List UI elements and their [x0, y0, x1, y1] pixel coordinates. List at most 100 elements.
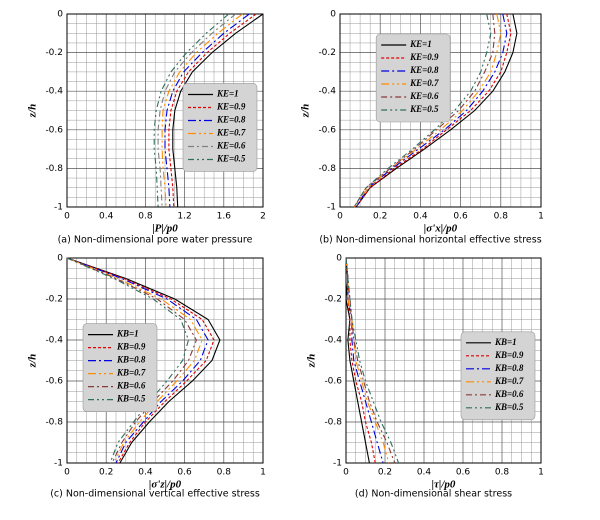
- x-tick-label: 0: [337, 212, 343, 222]
- legend-label: KB=0.6: [494, 389, 524, 399]
- x-tick-label: 0.6: [453, 212, 468, 222]
- x-tick-label: 1: [260, 468, 266, 478]
- x-tick-label: 2: [260, 212, 266, 222]
- y-tick-label: 0: [330, 10, 336, 20]
- series-line: [172, 13, 264, 208]
- y-axis-label: z/h: [300, 104, 312, 118]
- y-tick-label: -0.2: [45, 295, 63, 305]
- y-axis-label: z/h: [306, 354, 318, 368]
- legend-label: KB=0.9: [116, 342, 146, 352]
- x-tick-label: 0.4: [417, 468, 432, 478]
- y-tick-label: -0.2: [324, 295, 342, 305]
- legend-label: KE=0.8: [409, 65, 439, 75]
- y-axis-label: z/h: [27, 354, 39, 368]
- y-tick-label: -0.4: [318, 87, 336, 97]
- y-tick-label: -0.4: [324, 336, 342, 346]
- x-tick-label: 0.2: [373, 212, 387, 222]
- series-line: [345, 257, 390, 464]
- y-tick-label: -0.4: [45, 87, 63, 97]
- legend-label: KE=0.9: [216, 102, 246, 112]
- legend-label: KB=0.5: [116, 394, 146, 404]
- series-line: [161, 13, 243, 208]
- legend-label: KB=0.7: [116, 368, 146, 378]
- legend-label: KE=0.6: [216, 141, 246, 151]
- x-tick-label: 0: [64, 468, 70, 478]
- x-tick-label: 0.4: [138, 468, 153, 478]
- legend-label: KB=0.8: [494, 363, 524, 373]
- panel: 0 0.4 0.8 1.2 1.6 2 0 -0.2 -0.4 -0.6 -0.8 -1 |P|/p0 z…: [27, 10, 266, 246]
- x-tick-label: 0.2: [378, 468, 392, 478]
- y-tick-label: -1: [327, 203, 336, 213]
- series-line: [345, 257, 396, 464]
- series-line: [66, 257, 209, 464]
- legend-label: KB=1: [116, 329, 139, 339]
- legend-box: [182, 83, 258, 172]
- y-tick-label: -1: [333, 459, 342, 469]
- x-tick-label: 1.6: [217, 212, 232, 222]
- legend-box: [82, 323, 158, 412]
- x-tick-label: 0.6: [456, 468, 471, 478]
- caption: (c) Non-dimensional vertical effective s…: [50, 489, 260, 500]
- series-line: [66, 257, 203, 464]
- y-tick-label: -0.8: [45, 164, 63, 174]
- series-line: [345, 257, 400, 464]
- x-axis-label: |σ'z|/p0: [149, 479, 182, 491]
- series-line: [66, 257, 190, 464]
- x-tick-label: 0.4: [99, 212, 114, 222]
- caption: (b) Non-dimensional horizontal effective…: [319, 235, 541, 246]
- x-tick-label: 0.8: [217, 468, 232, 478]
- x-tick-label: 1: [538, 468, 544, 478]
- legend-label: KE=0.7: [409, 78, 439, 88]
- x-tick-label: 0: [64, 212, 70, 222]
- legend-label: KE=0.5: [409, 104, 439, 114]
- x-axis-label: |σ'x|/p0: [424, 223, 458, 235]
- legend-label: KE=0.6: [409, 91, 439, 101]
- series-line: [355, 13, 512, 208]
- series-line: [355, 13, 508, 208]
- y-tick-label: -0.6: [45, 125, 63, 135]
- y-tick-label: -0.6: [45, 377, 63, 387]
- y-tick-label: -0.8: [318, 164, 336, 174]
- legend-box: [460, 331, 536, 421]
- legend-label: KB=0.6: [116, 381, 146, 391]
- y-tick-label: -0.4: [45, 336, 63, 346]
- y-tick-label: -0.8: [324, 418, 342, 428]
- series-line: [168, 13, 257, 208]
- caption: (a) Non-dimensional pore water pressure: [58, 235, 253, 246]
- x-tick-label: 1: [538, 212, 544, 222]
- legend-label: KE=0.8: [216, 115, 246, 125]
- series-line: [345, 257, 384, 464]
- series-line: [355, 13, 518, 208]
- x-axis-label: |P|/p0: [152, 223, 178, 235]
- panel: 0 0.2 0.4 0.6 0.8 1 0 -0.2 -0.4 -0.6 -0.8 -1 |σ'z|/p…: [27, 254, 266, 500]
- x-tick-label: 0.4: [413, 212, 428, 222]
- legend-label: KB=0.8: [116, 355, 146, 365]
- y-tick-label: 0: [336, 254, 342, 264]
- caption: (d) Non-dimensional shear stress: [355, 489, 512, 500]
- y-tick-label: -0.2: [45, 48, 63, 58]
- x-tick-label: 0.8: [138, 212, 153, 222]
- y-tick-label: -0.8: [45, 418, 63, 428]
- panel: 0 0.2 0.4 0.6 0.8 1 0 -0.2 -0.4 -0.6 -0.8 -1 |σ'x|/p…: [300, 10, 544, 246]
- series-line: [164, 13, 250, 208]
- series-line: [353, 13, 492, 208]
- plot-frame: [66, 257, 264, 464]
- legend-label: KE=0.9: [409, 52, 439, 62]
- legend-label: KE=1: [216, 89, 239, 99]
- legend-label: KE=0.5: [216, 154, 246, 164]
- series-line: [345, 257, 376, 464]
- legend-label: KB=0.7: [494, 376, 524, 386]
- legend-label: KB=1: [494, 337, 517, 347]
- x-tick-label: 0: [343, 468, 349, 478]
- y-tick-label: 0: [57, 10, 63, 20]
- x-axis-label: |τ|/p0: [432, 479, 456, 491]
- y-axis-label: z/h: [27, 104, 39, 118]
- y-tick-label: -0.6: [318, 125, 336, 135]
- series-line: [353, 13, 496, 208]
- series-line: [66, 257, 221, 464]
- x-tick-label: 0.2: [99, 468, 113, 478]
- panel: 0 0.2 0.4 0.6 0.8 1 0 -0.2 -0.4 -0.6 -0.8 -1 |τ|/p0 z…: [306, 254, 544, 500]
- series-line: [66, 257, 198, 464]
- legend-label: KE=0.7: [216, 128, 246, 138]
